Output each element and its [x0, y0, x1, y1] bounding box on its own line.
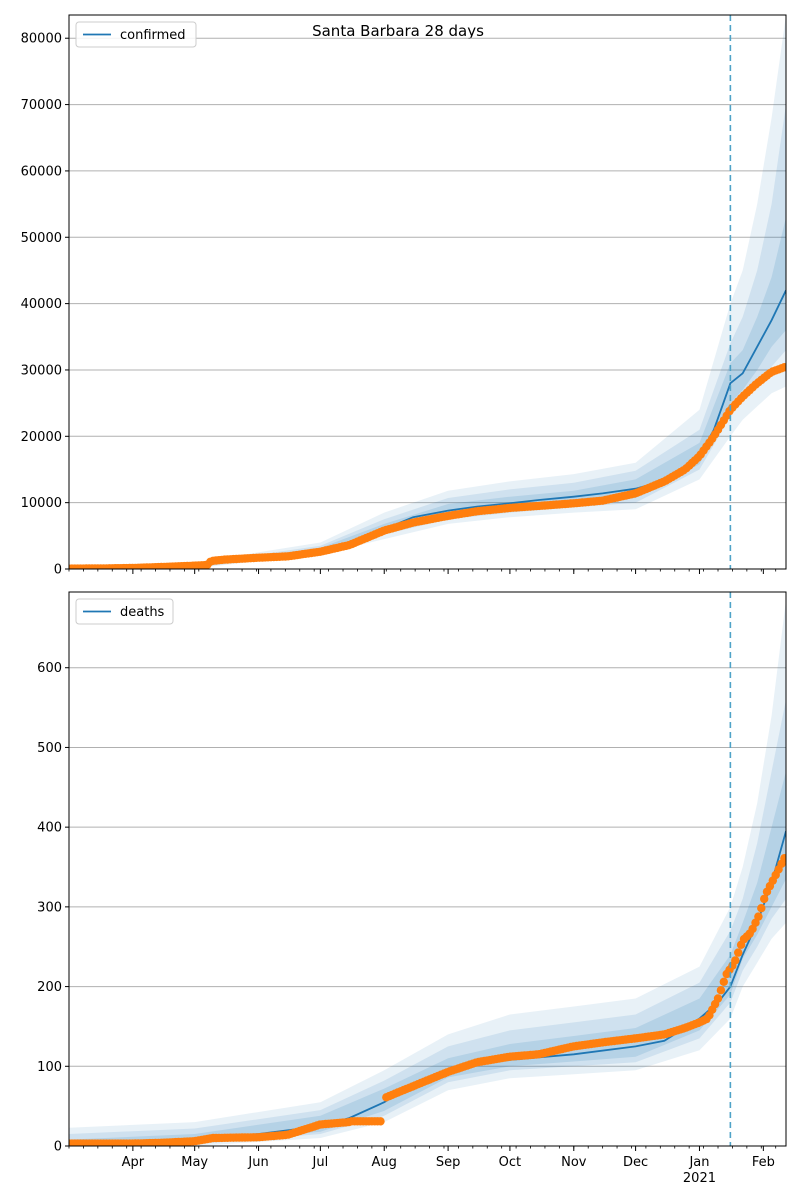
confirmed-panel: 0 10000 20000 30000 40000 50000 60000 70000 8000…	[21, 14, 787, 578]
legend-box	[75, 598, 174, 625]
x-tick-label: Jun	[247, 1155, 268, 1170]
legend: deaths	[75, 598, 174, 625]
y-tick-label: 40000	[21, 297, 62, 312]
axes-frame	[68, 14, 787, 570]
legend-label: deaths	[120, 605, 165, 620]
uncertainty-band-middle	[69, 699, 786, 1146]
observed-point	[713, 994, 723, 1003]
y-tick-label: 500	[37, 741, 62, 756]
plot-area	[69, 15, 786, 569]
uncertainty-band-outer	[69, 600, 786, 1146]
observed-point	[760, 894, 769, 904]
x-tick-label: Oct	[499, 1155, 521, 1170]
plot-area	[69, 600, 786, 1146]
x-tick-label: Jan	[688, 1155, 709, 1170]
observed-point	[376, 1117, 385, 1126]
x-tick-label: Sep	[436, 1155, 461, 1170]
y-tick-label: 100	[37, 1060, 62, 1075]
y-tick-label: 0	[54, 563, 62, 578]
observed-point	[780, 363, 786, 372]
x-tick-label: May	[181, 1155, 208, 1170]
observed-point	[780, 854, 786, 863]
x-year-label: 2021	[683, 1171, 716, 1186]
observed-point	[734, 948, 743, 957]
observed-point	[716, 986, 726, 995]
observed-point	[757, 904, 766, 913]
x-tick-label: Nov	[561, 1155, 587, 1170]
legend-label: confirmed	[120, 28, 186, 43]
observed-point	[731, 956, 740, 965]
y-tick-label: 10000	[21, 496, 62, 511]
x-tick-label: Apr	[122, 1155, 145, 1170]
y-tick-label: 70000	[21, 98, 62, 113]
legend-box	[75, 21, 197, 48]
y-tick-label: 300	[37, 900, 62, 915]
y-tick-label: 30000	[21, 363, 62, 378]
x-tick-label: Jul	[312, 1155, 329, 1170]
observed-point	[719, 977, 728, 986]
uncertainty-band-inner	[69, 771, 786, 1146]
x-tick-label: Feb	[752, 1155, 775, 1170]
observed-point	[754, 912, 763, 921]
y-tick-label: 60000	[21, 164, 62, 179]
x-tick-label: Dec	[623, 1155, 648, 1170]
y-tick-label: 20000	[21, 430, 62, 445]
axes-frame	[68, 591, 787, 1147]
y-tick-label: 80000	[21, 32, 62, 47]
figure-title: Santa Barbara 28 days	[312, 22, 484, 40]
y-tick-label: 600	[37, 661, 62, 676]
legend: confirmed	[75, 21, 197, 48]
deaths-panel: 0 100 200 300 400 500 600 Apr May Jun Jul Aug Sep Oct…	[37, 591, 787, 1186]
y-tick-label: 0	[54, 1140, 62, 1155]
x-tick-label: Aug	[372, 1155, 397, 1170]
y-tick-label: 50000	[21, 231, 62, 246]
y-tick-label: 200	[37, 980, 62, 995]
y-tick-label: 400	[37, 821, 62, 836]
